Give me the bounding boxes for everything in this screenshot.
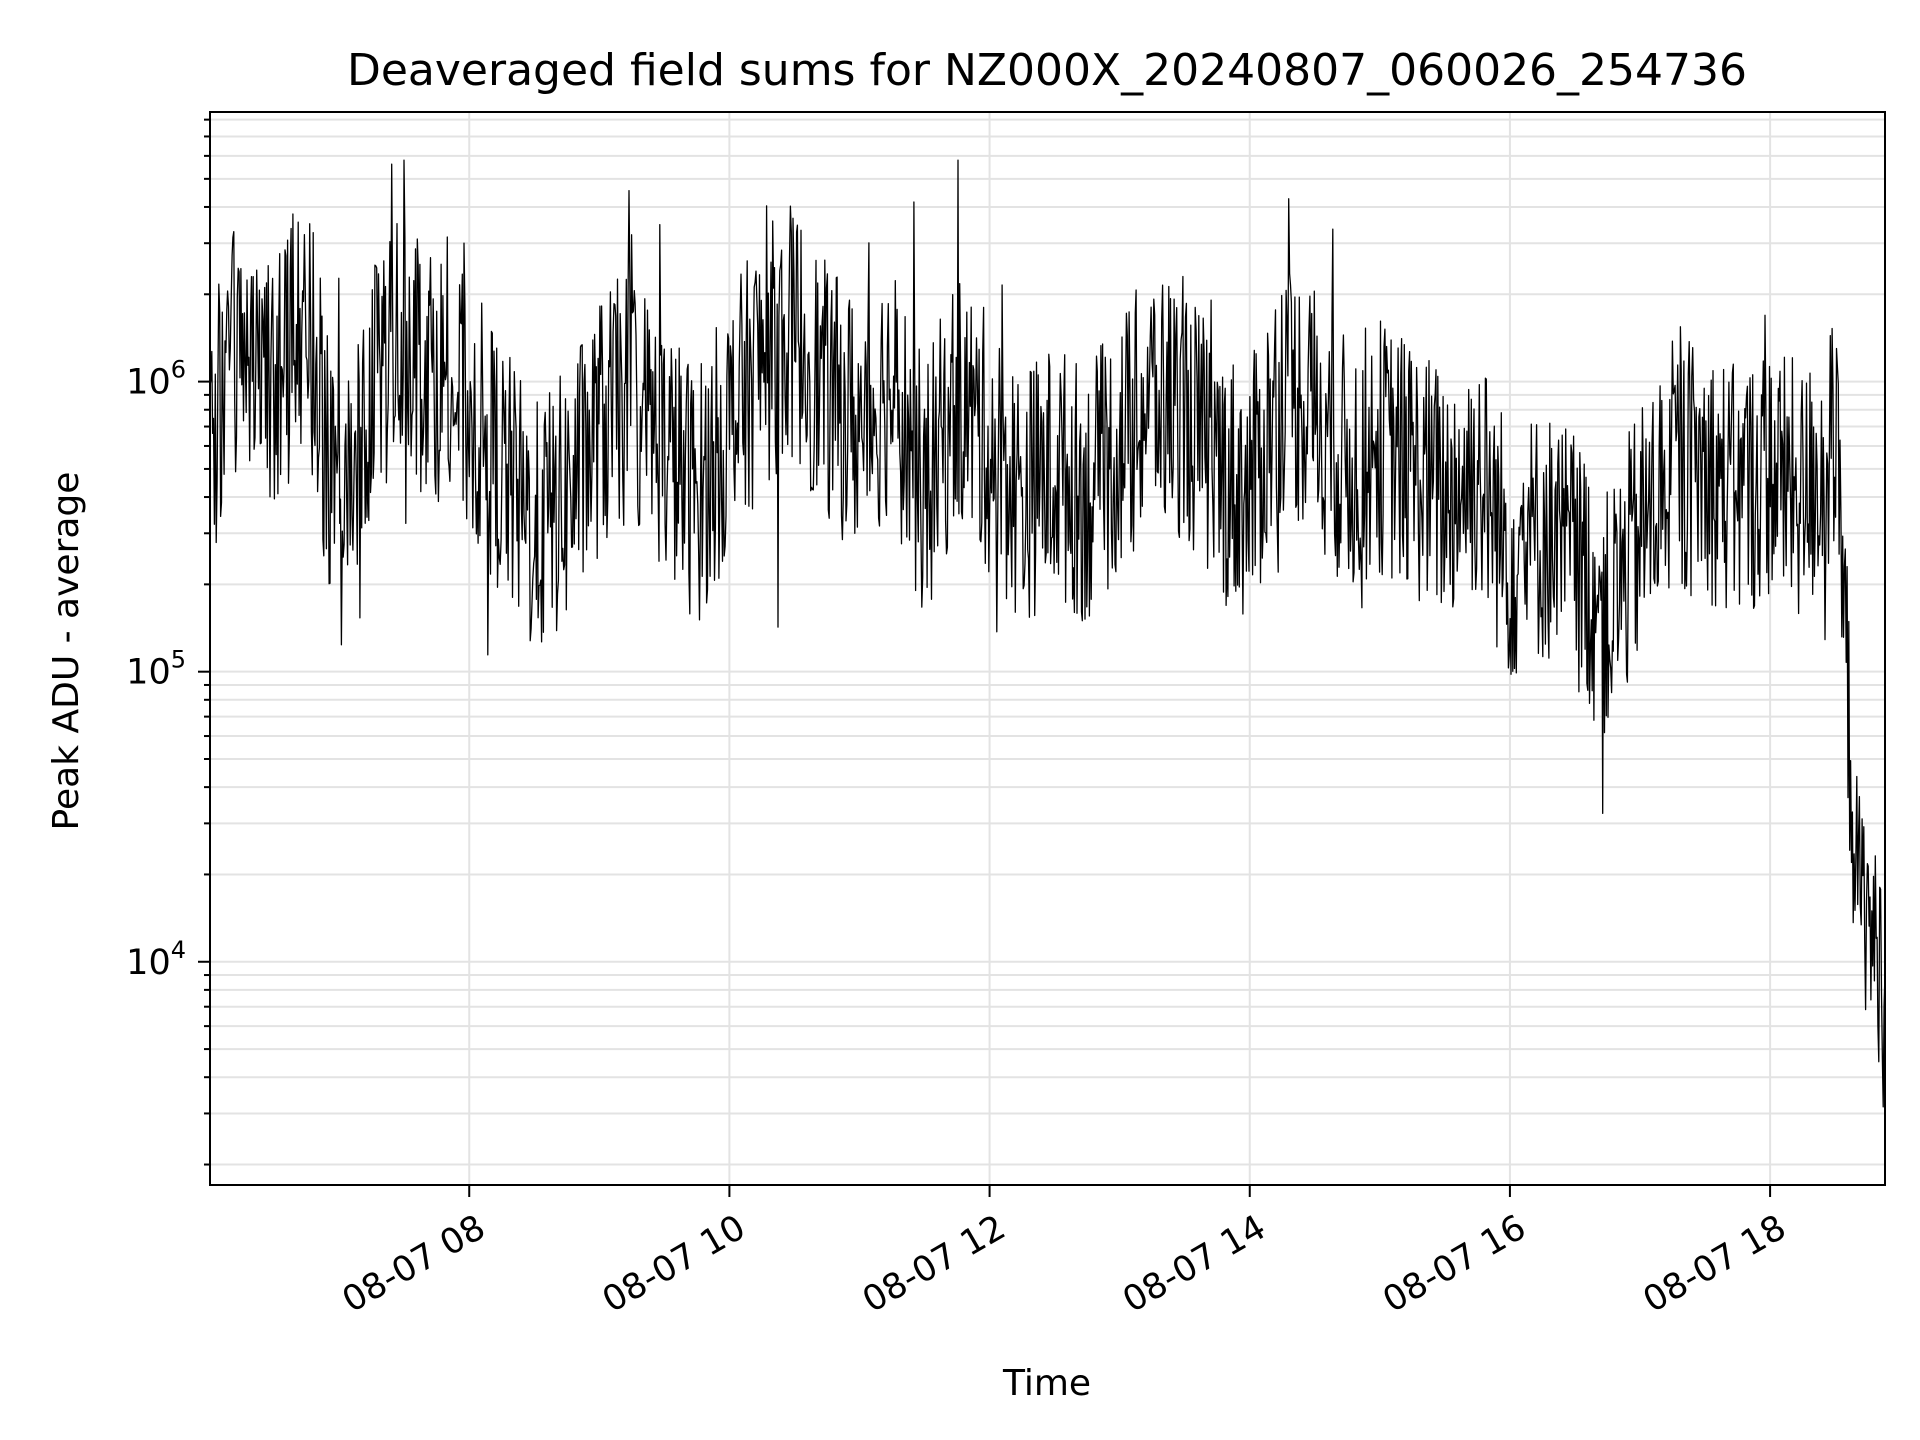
chart-title: Deaveraged field sums for NZ000X_2024080… <box>347 45 1747 96</box>
series-line <box>209 159 1886 1108</box>
y-tick-label: 104 <box>126 936 186 983</box>
y-axis-label: Peak ADU - average <box>46 472 87 831</box>
x-axis-label: Time <box>1002 1363 1091 1404</box>
y-tick-label: 105 <box>126 646 186 693</box>
plot-frame <box>209 111 1886 1186</box>
series-layer <box>209 159 1886 1108</box>
y-tick-label: 106 <box>126 356 186 403</box>
